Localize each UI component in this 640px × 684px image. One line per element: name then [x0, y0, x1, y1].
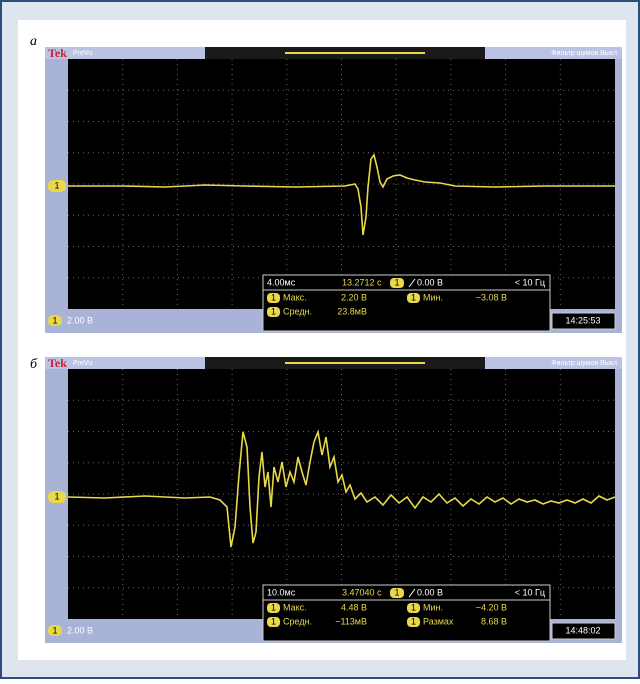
filter: Фильтр шумов Выкл	[551, 360, 617, 367]
panel-label: а	[30, 34, 37, 49]
scale: 2.00 В	[67, 625, 93, 635]
measure-channel-label: 1	[411, 602, 416, 612]
measure-name: Мин.	[423, 292, 443, 302]
info-box	[263, 275, 550, 331]
measure-name: Мин.	[423, 602, 443, 612]
timebase: 10.0мс	[267, 587, 296, 597]
scope-b: Tek PreVu Фильтр шумов Выкл 1 1 2.00 В 10.0мс 3…	[45, 356, 622, 643]
bandwidth: < 10 Гц	[515, 587, 545, 597]
measure-channel-label: 1	[411, 616, 416, 626]
timebase: 4.00мс	[267, 277, 296, 287]
measure-channel-label: 1	[271, 292, 276, 302]
measure-channel-label: 1	[411, 292, 416, 302]
measure-channel-label: 1	[271, 616, 276, 626]
measure-value: −4.20 В	[476, 602, 507, 612]
brand: Tek	[48, 356, 67, 370]
measure-value: 23.8мВ	[337, 306, 367, 316]
brand: Tek	[48, 46, 67, 60]
trigger-channel-label: 1	[394, 587, 399, 597]
measure-channel-label: 1	[271, 602, 276, 612]
filter: Фильтр шумов Выкл	[551, 50, 617, 57]
mode: PreVu	[73, 50, 92, 57]
mode: PreVu	[73, 360, 92, 367]
trigger: 0.00 В	[417, 587, 443, 597]
measure-value: 4.48 В	[341, 602, 367, 612]
clock: 14:25:53	[565, 315, 600, 325]
info-box	[263, 585, 550, 641]
channel-marker-label: 1	[54, 491, 59, 501]
bandwidth: < 10 Гц	[515, 277, 545, 287]
measure-name: Средн.	[283, 616, 312, 626]
panel-label: б	[30, 357, 38, 372]
time: 3.47040 с	[342, 587, 382, 597]
measure-name: Макс.	[283, 602, 307, 612]
measure-value: 8.68 В	[481, 616, 507, 626]
measure-name: Макс.	[283, 292, 307, 302]
trigger: 0.00 В	[417, 277, 443, 287]
clock: 14:48:02	[565, 625, 600, 635]
measure-value: −113мВ	[335, 616, 367, 626]
measure-name: Средн.	[283, 306, 312, 316]
scale: 2.00 В	[67, 315, 93, 325]
scale-channel: 1	[52, 315, 57, 325]
measure-name: Размах	[423, 616, 454, 626]
measure-value: 2.20 В	[341, 292, 367, 302]
channel-marker-label: 1	[54, 180, 59, 190]
measure-value: −3.08 В	[476, 292, 507, 302]
figure: Tek PreVu Фильтр шумов Выкл 1 1 2.00 В 4.00мс 1…	[0, 0, 640, 679]
measure-channel-label: 1	[271, 306, 276, 316]
trigger-channel-label: 1	[394, 277, 399, 287]
scale-channel: 1	[52, 625, 57, 635]
scope-a: Tek PreVu Фильтр шумов Выкл 1 1 2.00 В 4.00мс 1…	[45, 46, 622, 333]
time: 13.2712 с	[342, 277, 382, 287]
